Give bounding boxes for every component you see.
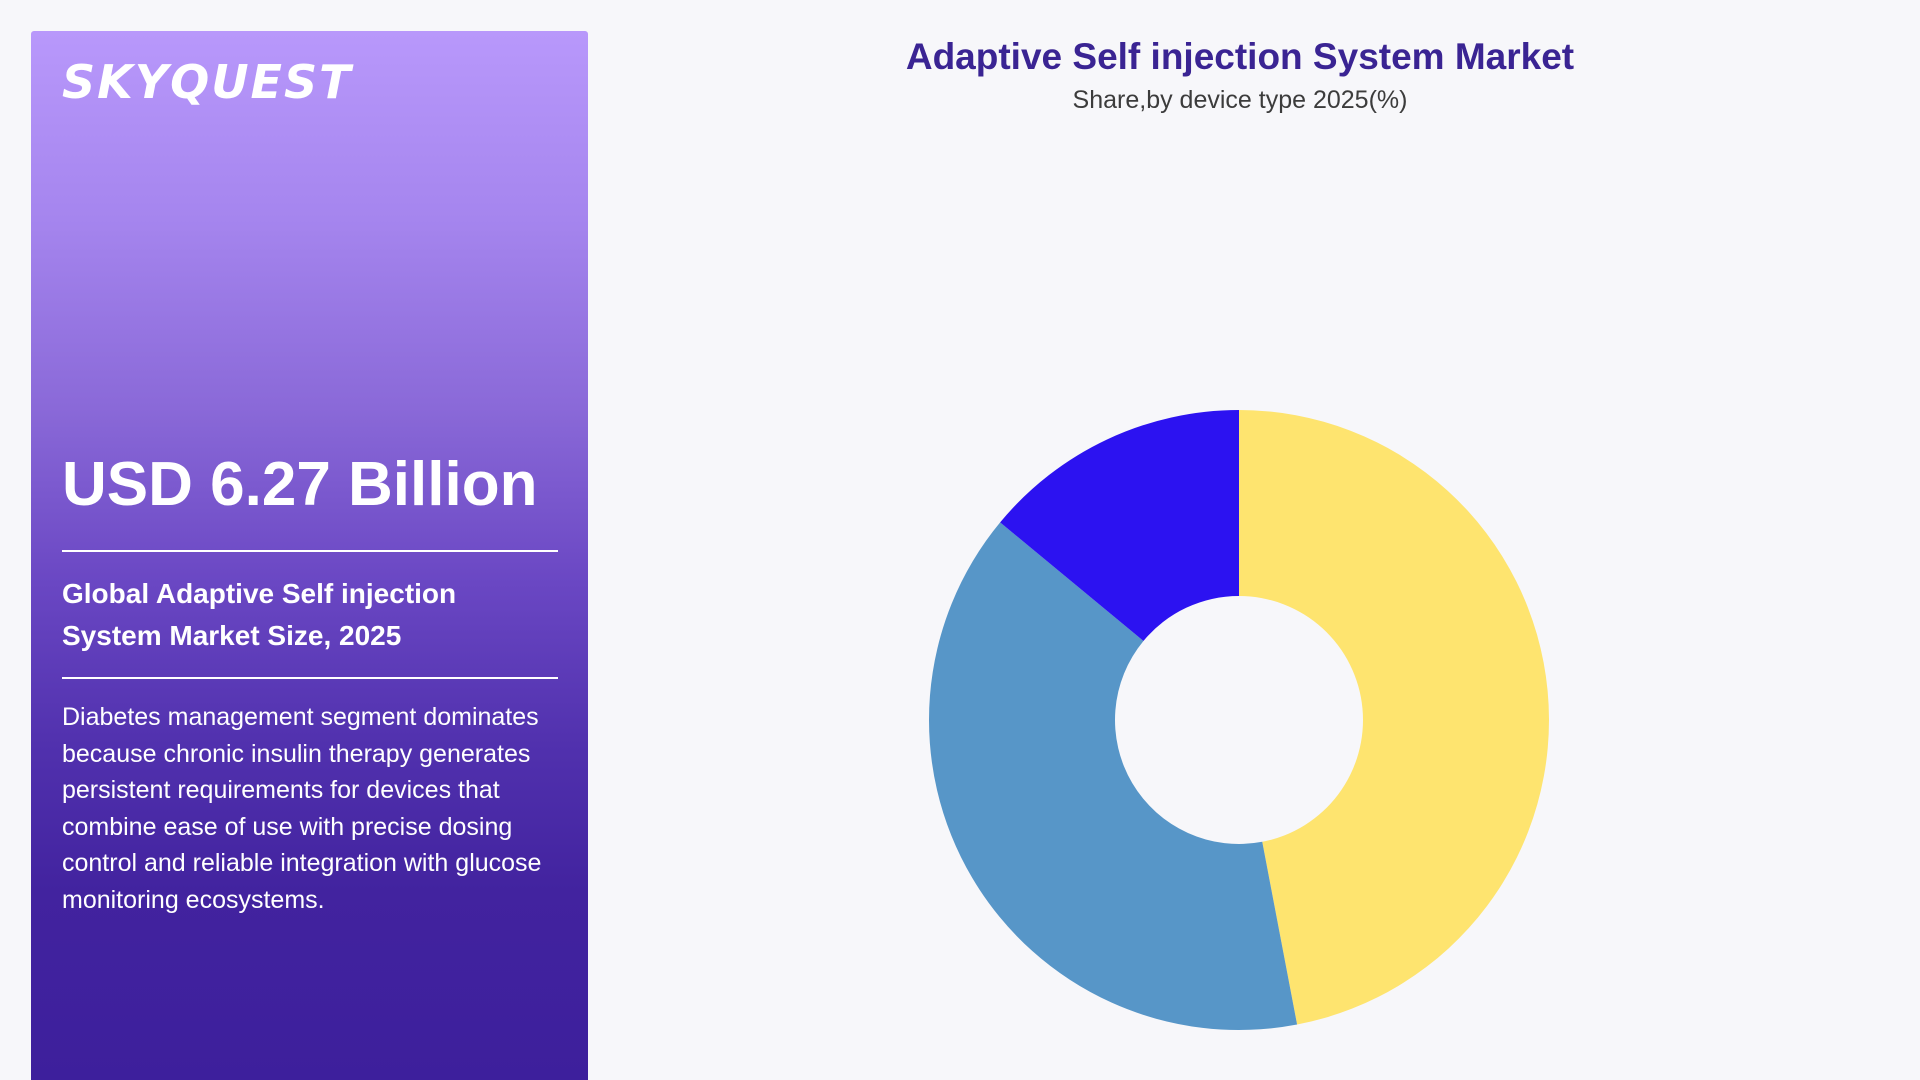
donut-chart xyxy=(929,410,1549,1030)
chart-subtitle: Share,by device type 2025(%) xyxy=(1072,86,1408,114)
market-value: USD 6.27 Billion xyxy=(62,450,538,519)
chart-title: Adaptive Self injection System Market xyxy=(905,36,1575,77)
summary-panel: SKYQUEST USD 6.27 Billion Global Adaptiv… xyxy=(31,31,588,1080)
donut-slice-3 xyxy=(1000,410,1239,641)
donut-slice-1 xyxy=(1239,410,1549,1025)
market-size-title: Global Adaptive Self injection System Ma… xyxy=(62,578,457,651)
skyquest-logo: SKYQUEST xyxy=(62,55,353,109)
donut-slice-2 xyxy=(929,522,1298,1030)
segment-description: Diabetes management segment dominates be… xyxy=(62,703,542,914)
divider xyxy=(62,550,558,552)
divider xyxy=(62,677,558,679)
